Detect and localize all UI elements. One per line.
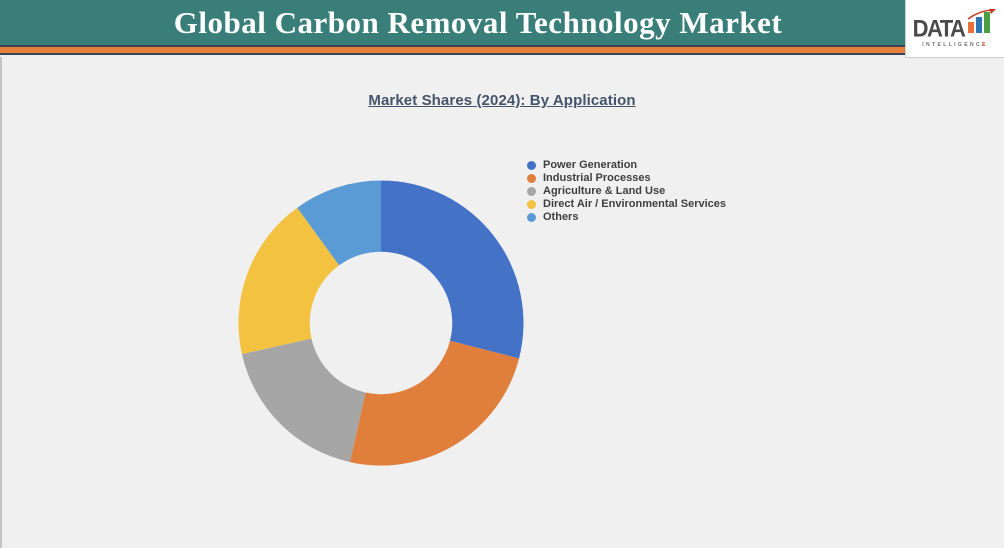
legend-dot (527, 200, 536, 209)
chart-legend: Power Generation Industrial Processes Agri… (527, 159, 726, 224)
bar-chart-logo-icon (967, 8, 997, 40)
donut-slice-3 (238, 207, 340, 355)
legend-dot (527, 213, 536, 222)
logo-subtitle-accent: E (981, 42, 988, 48)
legend-label: Industrial Processes (543, 172, 651, 184)
brand-logo: DATA INTELLIGENCE (905, 0, 1004, 58)
legend-label: Others (543, 211, 579, 223)
page-title: Global Carbon Removal Technology Market (173, 4, 783, 40)
logo-subtitle-main: INTELLIGENC (922, 42, 982, 48)
legend-label: Agriculture & Land Use (543, 185, 666, 197)
chart-title: Market Shares (2024): By Application (368, 92, 636, 109)
legend-item-1: Industrial Processes (527, 172, 726, 185)
donut-chart (238, 180, 524, 466)
app-header: Global Carbon Removal Technology Market (0, 0, 1004, 45)
logo-row: DATA (912, 8, 998, 42)
donut-slice-1 (349, 340, 520, 466)
legend-item-0: Power Generation (527, 159, 726, 172)
legend-dot (527, 161, 536, 170)
logo-brand-text: DATA (912, 14, 966, 42)
donut-slice-4 (297, 180, 381, 266)
header-divider-top (0, 45, 1004, 47)
legend-label: Direct Air / Environmental Services (543, 198, 726, 210)
header-divider-bottom (0, 53, 1004, 55)
legend-dot (527, 174, 536, 183)
legend-item-2: Agriculture & Land Use (527, 185, 726, 198)
legend-item-3: Direct Air / Environmental Services (527, 198, 726, 211)
donut-slice-2 (241, 338, 366, 463)
legend-item-4: Others (527, 211, 726, 224)
legend-label: Power Generation (543, 159, 638, 171)
donut-slice-0 (381, 180, 524, 359)
header-accent-stripe (0, 47, 1004, 53)
logo-subtitle: INTELLIGENCE (922, 42, 987, 48)
legend-dot (527, 187, 536, 196)
left-edge-strip (0, 57, 2, 548)
